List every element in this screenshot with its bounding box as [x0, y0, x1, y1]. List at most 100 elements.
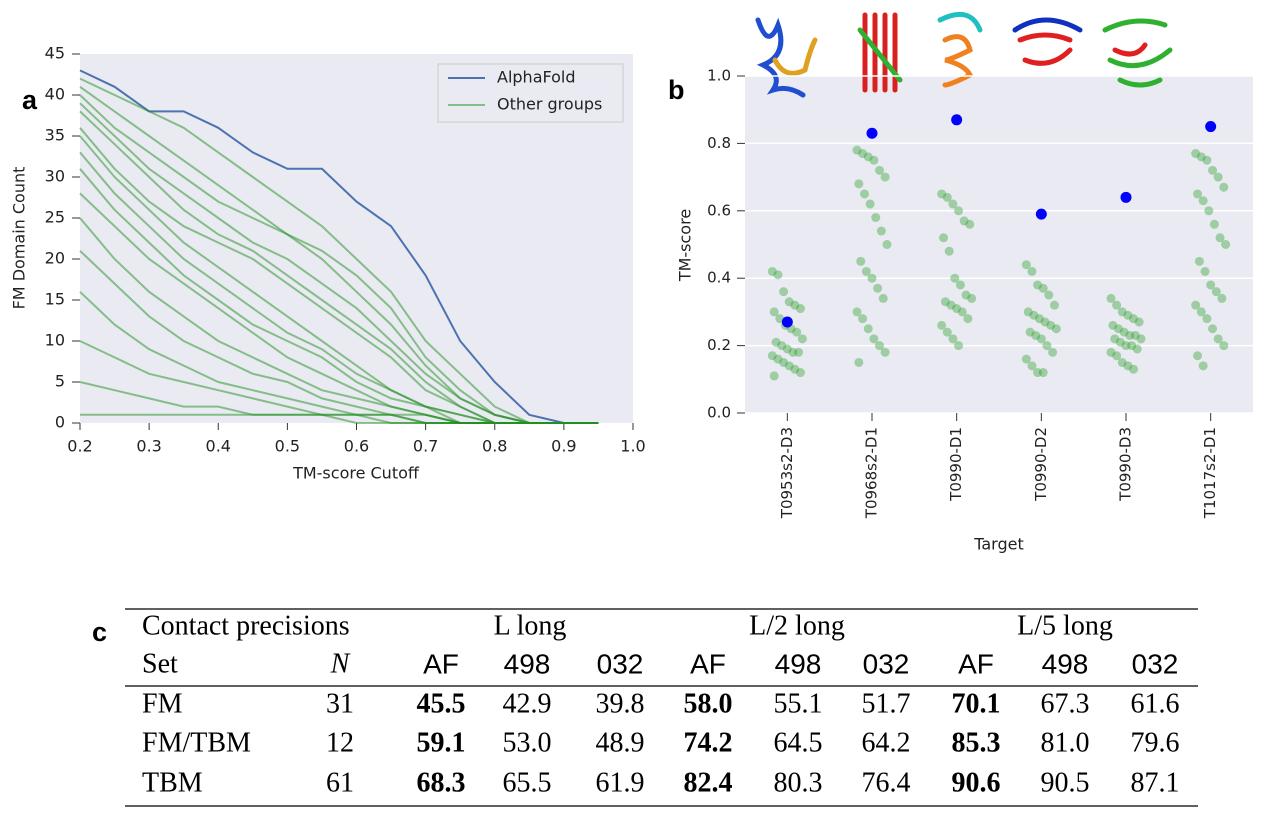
x-tick-label: T1017s2-D1	[1201, 427, 1219, 519]
legend-box	[437, 63, 624, 123]
table-column-header: AF	[958, 648, 994, 679]
point	[1046, 320, 1056, 330]
table-cell: 68.3	[417, 767, 466, 798]
point	[939, 233, 949, 243]
point	[767, 266, 777, 276]
point	[777, 341, 787, 351]
x-tick-label: 0.9	[551, 437, 576, 456]
point	[1132, 344, 1142, 354]
table-group-header: L/5 long	[1017, 610, 1113, 641]
point	[967, 293, 977, 303]
point	[854, 179, 864, 189]
point	[1108, 320, 1118, 330]
x-tick-label: T0953s2-D3	[778, 427, 796, 519]
point	[794, 347, 804, 357]
table-cell: 70.1	[952, 688, 1001, 719]
point	[797, 334, 807, 344]
table-group-header: L/2 long	[749, 610, 845, 641]
point	[1125, 330, 1135, 340]
table-cell: 45.5	[417, 688, 466, 719]
point	[1202, 314, 1212, 324]
point	[1194, 256, 1204, 266]
point	[1200, 266, 1210, 276]
point	[1121, 341, 1131, 351]
table-group-header: Contact precisions	[142, 610, 350, 641]
legend-label: AlphaFold	[497, 68, 576, 87]
point	[1208, 165, 1218, 175]
table-column-header: AF	[690, 648, 726, 679]
point	[1191, 300, 1201, 310]
y-tick-label: 5	[55, 372, 65, 391]
point	[1213, 172, 1223, 182]
y-tick-label: 45	[45, 44, 65, 63]
x-tick-label: 0.2	[67, 437, 92, 456]
x-tick-label: 0.6	[344, 437, 369, 456]
table-cell: 82.4	[684, 767, 733, 798]
point	[1033, 280, 1043, 290]
point	[1193, 351, 1203, 361]
point	[852, 307, 862, 317]
y-tick-label: 25	[45, 208, 65, 227]
point	[948, 334, 958, 344]
x-tick-label: T0990-D2	[1032, 427, 1050, 502]
point	[878, 293, 888, 303]
table-column-header: AF	[423, 648, 459, 679]
x-tick-label: T0968s2-D1	[863, 427, 881, 519]
point	[1106, 293, 1116, 303]
table-cell: 90.5	[1041, 767, 1090, 798]
table-cell: TBM	[142, 767, 203, 798]
panel-label: b	[668, 75, 685, 105]
point	[880, 172, 890, 182]
point	[957, 307, 967, 317]
table-cell: 42.9	[503, 688, 552, 719]
point	[767, 351, 777, 361]
table-cell: FM/TBM	[142, 727, 251, 758]
y-axis-title: TM-score	[676, 209, 695, 282]
point	[1196, 152, 1206, 162]
protein-structures	[755, 11, 1173, 98]
point	[865, 199, 875, 209]
point	[1042, 341, 1052, 351]
point	[1031, 330, 1041, 340]
point	[1119, 327, 1129, 337]
point	[1106, 347, 1116, 357]
point	[1191, 149, 1201, 159]
table-group-header: L long	[494, 610, 567, 641]
table-cell: 59.1	[417, 727, 466, 758]
table-cell: 76.4	[862, 767, 911, 798]
point	[1117, 357, 1127, 367]
x-tick-label: 0.3	[136, 437, 161, 456]
highlight-point	[1120, 191, 1132, 203]
point	[876, 226, 886, 236]
point	[882, 240, 892, 249]
point	[1129, 364, 1138, 374]
point	[1219, 182, 1229, 192]
point	[1051, 324, 1061, 334]
table-column-header: 032	[863, 648, 910, 679]
y-tick-label: 30	[45, 167, 65, 186]
table-cell: 81.0	[1041, 727, 1090, 758]
point	[1112, 300, 1122, 310]
point	[955, 280, 965, 290]
point	[795, 368, 805, 378]
point	[863, 324, 873, 334]
point	[954, 206, 964, 216]
highlight-point	[1205, 121, 1217, 133]
point	[1114, 324, 1123, 334]
table-column-header: Set	[142, 648, 178, 679]
table-cell: 48.9	[596, 727, 645, 758]
point	[854, 357, 864, 367]
point	[1040, 317, 1050, 327]
table-cell: 53.0	[503, 727, 552, 758]
table-cell: 55.1	[774, 688, 823, 719]
point	[1038, 283, 1048, 293]
point	[937, 189, 947, 199]
point	[869, 334, 879, 344]
point	[959, 216, 969, 226]
point	[873, 283, 883, 293]
point	[1213, 334, 1223, 344]
point	[861, 266, 871, 276]
table-cell: 64.2	[862, 727, 911, 758]
point	[784, 297, 794, 307]
